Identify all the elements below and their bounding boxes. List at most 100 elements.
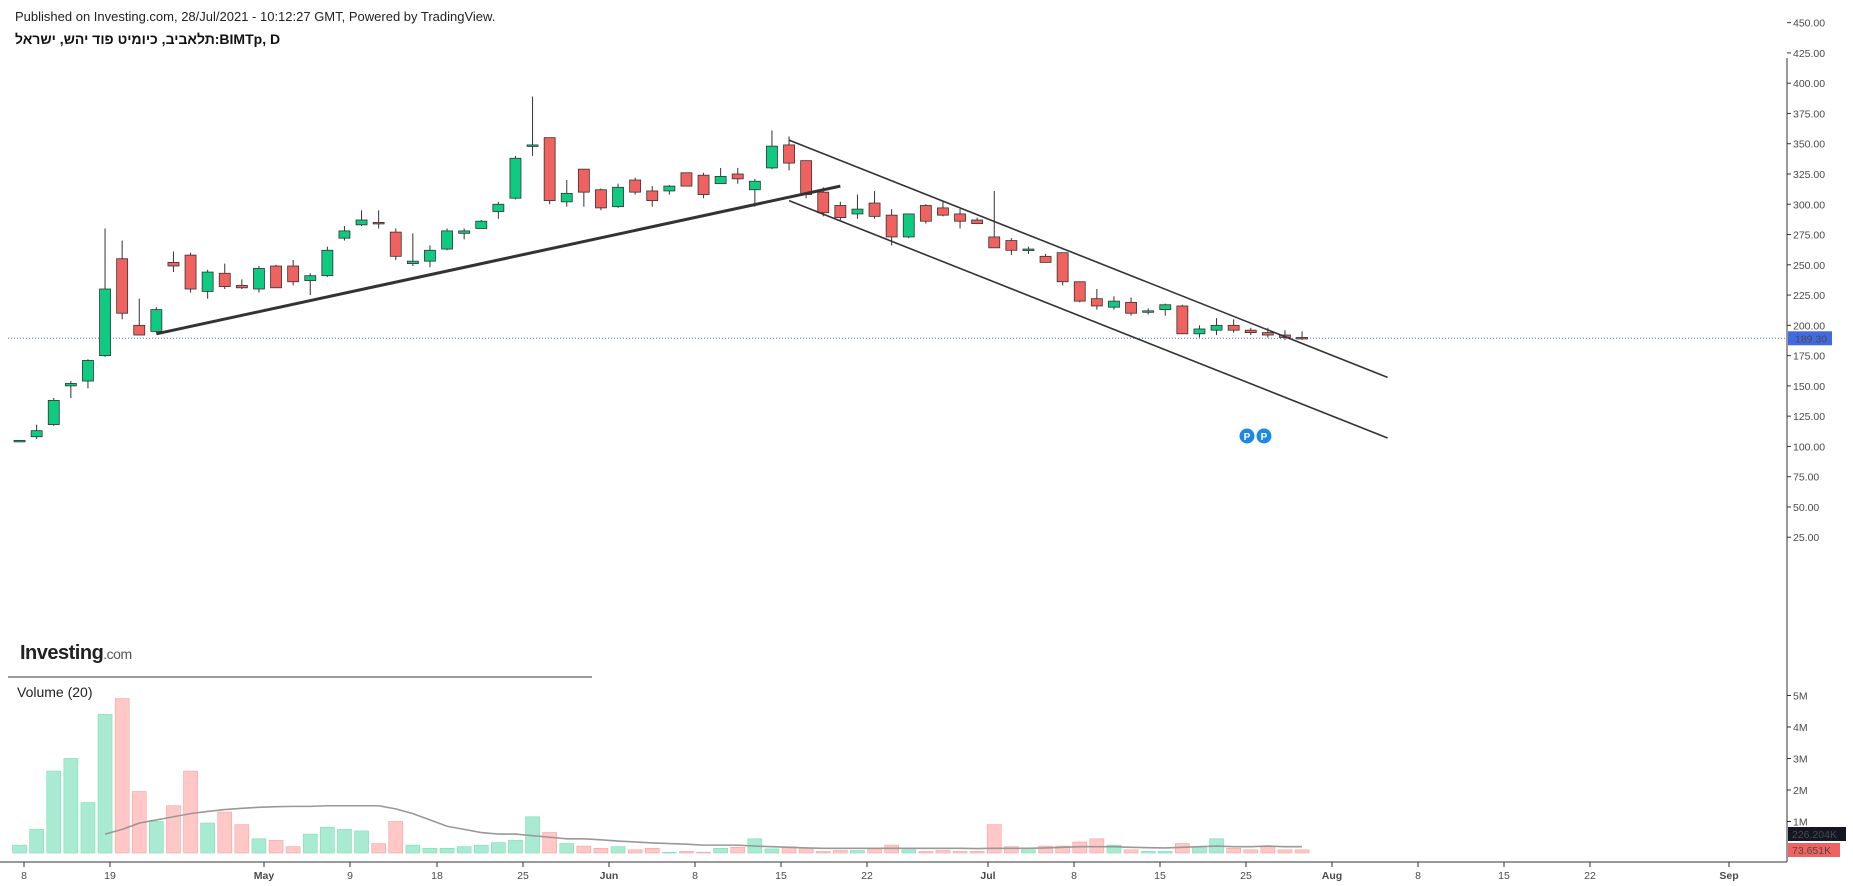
candle: [270, 264, 282, 289]
volume-bar: [713, 847, 728, 854]
candle-body: [509, 157, 522, 199]
candle: [116, 240, 129, 320]
candle: [1005, 238, 1018, 256]
candle-body: [988, 236, 1001, 249]
volume-bar: [1294, 849, 1310, 854]
volume-bar: [217, 811, 233, 854]
candle: [766, 130, 778, 170]
candle-body: [954, 213, 966, 222]
volume-panel-title: Volume (20): [17, 684, 93, 700]
volume-bar: [456, 846, 472, 854]
candle-body: [937, 207, 949, 216]
candle: [338, 226, 351, 241]
candle-body: [99, 288, 111, 357]
candle-body: [595, 189, 607, 209]
time-tick-label: Jul: [980, 870, 995, 882]
time-tick-label: Aug: [1322, 870, 1342, 882]
volume-bar: [901, 849, 917, 854]
candle: [885, 209, 898, 246]
volume-bar: [166, 805, 181, 854]
volume-bar: [935, 850, 951, 854]
volume-bar: [473, 844, 489, 854]
candle-body: [612, 186, 624, 208]
candle-body: [253, 268, 265, 290]
volume-bar: [251, 838, 267, 854]
candle-body: [1039, 255, 1052, 263]
volume-bar: [1004, 846, 1019, 854]
volume-bar: [97, 714, 113, 854]
time-tick-label: 15: [1498, 870, 1510, 882]
candle: [1227, 319, 1240, 333]
volume-bar: [1277, 849, 1293, 854]
candle: [1142, 308, 1155, 315]
price-tick-label: 175.00: [1793, 351, 1825, 363]
volume-bar: [1106, 844, 1122, 854]
time-tick-label: 25: [1240, 870, 1252, 882]
price-tick-label: 25.00: [1793, 532, 1819, 544]
candle-body: [424, 249, 436, 262]
candle: [817, 187, 830, 217]
candle-body: [1261, 332, 1274, 336]
candle-body: [441, 230, 453, 250]
volume-bar: [491, 842, 506, 854]
price-tick-label: 375.00: [1793, 108, 1825, 120]
candle-body: [184, 254, 197, 290]
price-tick-label: 250.00: [1793, 260, 1825, 272]
candle-body: [389, 231, 402, 257]
candle-body: [697, 174, 710, 195]
candle: [253, 266, 265, 293]
candle: [235, 279, 248, 290]
candle: [1296, 331, 1308, 340]
candle-body: [1244, 329, 1257, 334]
volume-bar: [12, 844, 27, 854]
candle-body: [971, 219, 984, 225]
candle: [1039, 253, 1052, 263]
volume-tick-label: 1M: [1793, 817, 1808, 829]
candle: [714, 167, 727, 185]
candle-body: [629, 179, 642, 193]
candle-body: [748, 180, 761, 191]
volume-bar: [1038, 845, 1053, 854]
candle: [424, 245, 436, 268]
volume-bar: [508, 840, 523, 854]
volume-bar: [80, 802, 96, 854]
candle-body: [1159, 304, 1172, 310]
price-tick-label: 275.00: [1793, 230, 1825, 242]
candle-body: [30, 430, 43, 438]
volume-bar: [1260, 846, 1276, 854]
candle: [184, 252, 197, 293]
time-tick-label: 18: [431, 870, 443, 882]
time-tick-label: Sep: [1719, 870, 1738, 882]
candle: [646, 186, 659, 207]
volume-bar: [1157, 851, 1173, 854]
time-tick-label: 8: [21, 870, 27, 882]
price-tick-label: 300.00: [1793, 199, 1825, 211]
volume-bar: [1123, 849, 1139, 854]
time-tick-label: 15: [1154, 870, 1166, 882]
volume-bar: [183, 770, 198, 854]
candle: [1073, 281, 1086, 303]
volume-bar: [542, 832, 557, 854]
volume-tick-label: 5M: [1793, 691, 1808, 703]
candle: [389, 228, 402, 260]
time-tick-label: 9: [347, 870, 353, 882]
volume-bar: [593, 847, 609, 854]
candle: [834, 201, 847, 221]
candle-body: [338, 230, 351, 239]
candle: [355, 210, 368, 227]
volume-bar: [268, 840, 284, 854]
candle-body: [64, 383, 77, 387]
event-marker-label: P: [1261, 432, 1268, 443]
candle: [560, 180, 573, 207]
candle-body: [834, 205, 847, 218]
candle: [612, 183, 624, 208]
volume-bar: [833, 850, 848, 854]
candle-body: [851, 208, 864, 215]
candle-body: [201, 271, 214, 292]
candle: [954, 209, 966, 229]
price-tick-label: 450.00: [1793, 18, 1825, 30]
candle: [492, 201, 505, 219]
volume-bar: [337, 829, 352, 854]
candle: [1125, 297, 1137, 316]
